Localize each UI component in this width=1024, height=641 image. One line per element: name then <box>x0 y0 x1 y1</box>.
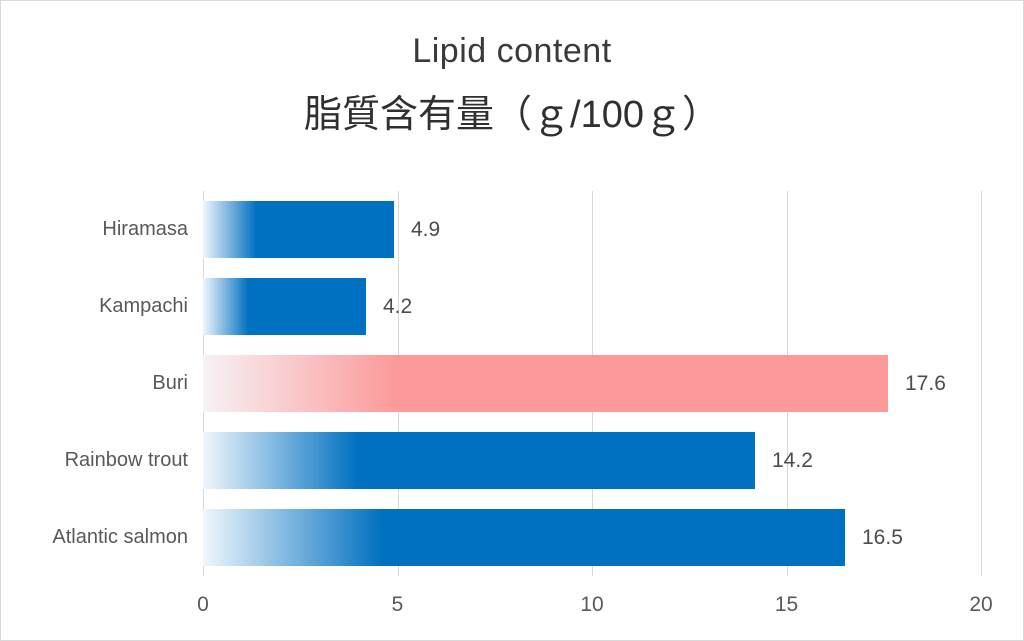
x-tick-label-15: 15 <box>774 593 799 616</box>
chart-title: Lipid content <box>412 32 612 70</box>
bar-buri <box>203 355 888 412</box>
category-label-kampachi: Kampachi <box>99 295 188 317</box>
gridline-x-20 <box>981 191 982 576</box>
category-label-buri: Buri <box>152 372 188 394</box>
bar-value-label-atlantic-salmon: 16.5 <box>862 525 903 549</box>
category-label-atlantic-salmon: Atlantic salmon <box>52 526 188 548</box>
bar-hiramasa <box>203 201 394 258</box>
x-tick-label-0: 0 <box>197 593 209 616</box>
category-label-hiramasa: Hiramasa <box>102 218 188 240</box>
bar-kampachi <box>203 278 366 335</box>
x-tick-label-10: 10 <box>580 593 604 616</box>
chart-subtitle: 脂質含有量（ｇ/100ｇ） <box>304 94 720 136</box>
bar-value-label-kampachi: 4.2 <box>383 294 413 318</box>
x-tick-label-20: 20 <box>969 593 993 616</box>
bar-value-label-hiramasa: 4.9 <box>411 217 441 241</box>
bar-value-label-rainbow-trout: 14.2 <box>772 448 813 472</box>
bar-atlantic-salmon <box>203 509 845 566</box>
bar-rainbow-trout <box>203 432 755 489</box>
x-tick-label-5: 5 <box>391 593 404 616</box>
category-label-rainbow-trout: Rainbow trout <box>64 449 188 471</box>
bar-value-label-buri: 17.6 <box>905 371 946 395</box>
